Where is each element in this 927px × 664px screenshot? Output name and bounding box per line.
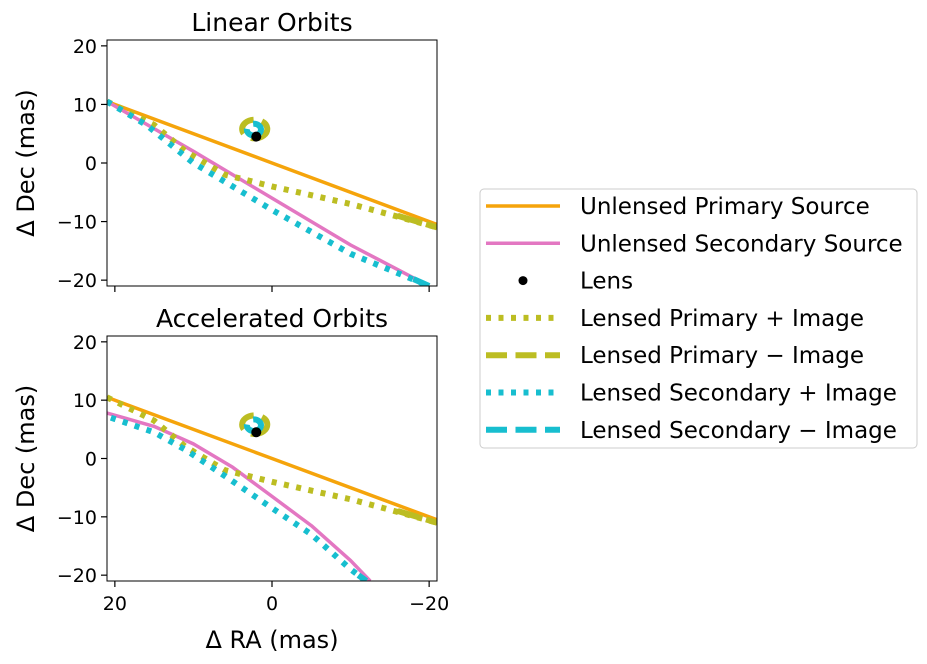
series-lensed-secondary-image [109, 414, 369, 581]
series-unlensed-primary-source-line [107, 395, 437, 522]
series-lensed-secondary-image [107, 98, 431, 286]
series-lensed-secondary-image-line [107, 98, 431, 286]
legend-item-unlensed-secondary-source: Unlensed Secondary Source [486, 231, 903, 257]
series-lensed-primary-image [239, 412, 437, 526]
series-unlensed-secondary-source [107, 411, 372, 581]
series-unlensed-primary-source-line [107, 99, 437, 227]
series-lensed-primary-image [107, 394, 437, 526]
series-unlensed-primary-source [107, 99, 437, 227]
legend-label: Unlensed Primary Source [580, 194, 870, 220]
legend-item-lensed-primary-image: Lensed Primary + Image [486, 306, 864, 332]
y-axis-label: Δ Dec (mas) [12, 89, 40, 236]
series-lensed-secondary-image-line [356, 572, 369, 581]
series-lensed-primary-image-line [396, 212, 437, 231]
x-tick-label: −20 [409, 593, 449, 615]
series-lensed-primary-image [239, 116, 437, 231]
legend-item-lensed-primary-image: Lensed Primary − Image [486, 343, 864, 369]
series-lensed-primary-image-line [107, 394, 437, 526]
series-lensed-secondary-image-line [109, 414, 369, 581]
legend-item-lens: Lens [518, 269, 633, 295]
x-axis: 20 0 −20 [103, 581, 449, 615]
y-axis-label: Δ Dec (mas) [12, 385, 40, 532]
y-axis: 20 10 0 −10 −20 [57, 36, 107, 292]
panel-accelerated-orbits: 20 10 0 −10 −20 20 0 −20 Accelerated Orbits Δ Dec… [12, 304, 449, 654]
legend-label: Lensed Primary + Image [580, 306, 864, 332]
series-lensed-primary-image-line [396, 508, 437, 526]
lens-marker [251, 131, 262, 142]
y-tick-label: −20 [57, 270, 97, 292]
panel-title: Accelerated Orbits [156, 304, 388, 333]
series-unlensed-primary-source [107, 395, 437, 522]
panel-linear-orbits: 20 10 0 −10 −20 Linear Orbits Δ Dec (mas) [12, 8, 438, 292]
y-tick-label: −20 [57, 565, 97, 587]
y-tick-label: −10 [57, 507, 97, 529]
legend-label: Lensed Primary − Image [580, 343, 864, 369]
legend-item-lensed-secondary-image: Lensed Secondary − Image [486, 418, 897, 444]
series-unlensed-secondary-source-line [107, 411, 372, 581]
series-lensed-secondary-image-line [412, 276, 431, 286]
panel-title: Linear Orbits [191, 8, 352, 37]
plot-area [107, 394, 437, 581]
y-tick-label: 0 [85, 449, 97, 471]
legend-item-lensed-secondary-image: Lensed Secondary + Image [486, 381, 897, 407]
y-axis: 20 10 0 −10 −20 [57, 332, 107, 587]
legend-label: Unlensed Secondary Source [580, 231, 903, 257]
legend-label: Lensed Secondary + Image [580, 381, 897, 407]
series-lensed-primary-image-line [107, 98, 437, 231]
series-lensed-secondary-image [243, 120, 431, 286]
legend-item-unlensed-primary-source: Unlensed Primary Source [486, 194, 870, 220]
x-tick-label: 0 [266, 593, 278, 615]
y-tick-label: 0 [85, 153, 97, 175]
legend-label: Lensed Secondary − Image [580, 418, 897, 444]
legend-label: Lens [580, 269, 633, 295]
lens-marker [251, 427, 262, 438]
y-tick-label: 10 [73, 94, 97, 116]
legend: Unlensed Primary Source Unlensed Secondar… [479, 188, 918, 449]
y-tick-label: 20 [73, 332, 97, 354]
y-tick-label: 20 [73, 36, 97, 58]
y-tick-label: −10 [57, 212, 97, 234]
series-lensed-primary-image [107, 98, 437, 231]
x-axis-label: Δ RA (mas) [205, 626, 338, 654]
y-tick-label: 10 [73, 390, 97, 412]
x-tick-label: 20 [103, 593, 127, 615]
x-axis [114, 286, 430, 292]
plot-area [107, 98, 437, 286]
legend-frame [479, 188, 918, 449]
legend-marker-lens [518, 276, 528, 286]
